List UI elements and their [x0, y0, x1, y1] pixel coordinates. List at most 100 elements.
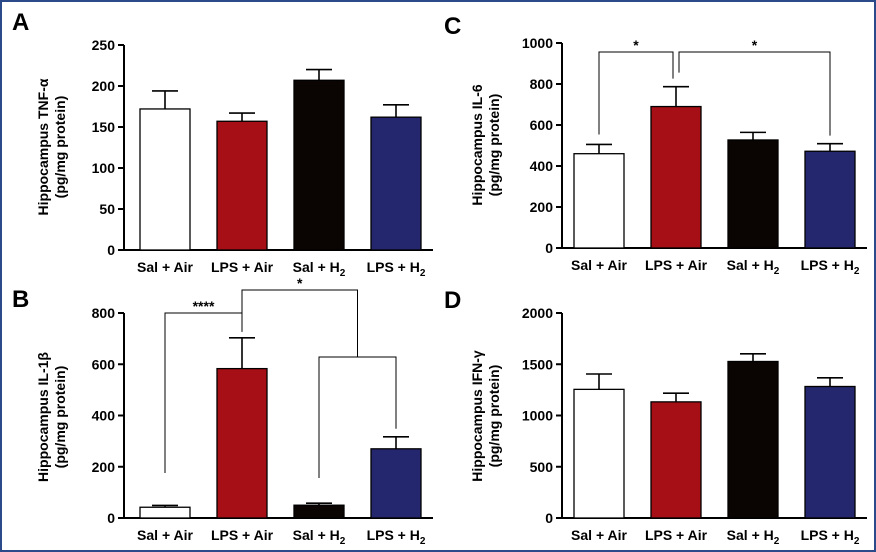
bar-4: [370, 448, 422, 519]
bar-3: [293, 504, 345, 519]
x-tick-label-subscript: 2: [420, 536, 426, 547]
y-tick-label: 1500: [522, 356, 553, 372]
y-tick-label: 1000: [522, 408, 553, 424]
x-tick-label: LPS + Air: [211, 259, 274, 275]
x-tick-label: Sal + Air: [571, 257, 627, 273]
y-axis-label-line1: Hippocampus TNF-α: [35, 78, 51, 215]
y-tick-label: 50: [99, 201, 115, 217]
x-tick-label-main: LPS + Air: [645, 257, 708, 273]
chart-panel-a: A Hippocampus TNF-α(pg/mg protein) 0 50 100 1…: [12, 9, 433, 279]
x-tick-label: LPS + Air: [645, 257, 708, 273]
bar-2: [216, 120, 268, 251]
x-tick-label-main: LPS + Air: [645, 527, 708, 543]
x-tick-label-main: Sal + Air: [137, 259, 193, 275]
significance-bracket: [164, 312, 243, 473]
x-tick-label-main: Sal + Air: [571, 257, 627, 273]
y-tick-label: 500: [530, 459, 554, 475]
x-tick-label-subscript: 2: [774, 266, 780, 277]
x-tick-label: LPS + Air: [645, 527, 708, 543]
panel-label: A: [12, 9, 29, 36]
y-tick-label: 200: [92, 459, 116, 475]
bar-3: [727, 139, 779, 249]
x-tick-label-subscript: 2: [420, 268, 426, 279]
x-tick-label: Sal + Air: [137, 527, 193, 543]
panel-label: B: [12, 286, 29, 313]
y-tick-label: 0: [545, 240, 553, 256]
significance-label: ****: [193, 298, 215, 314]
x-tick-label-main: LPS + H: [801, 257, 854, 273]
y-tick-label: 0: [545, 510, 553, 526]
y-axis-label-line1: Hippocampus IL-6: [469, 84, 485, 206]
y-axis-label-line2: (pg/mg protein): [486, 365, 502, 468]
y-axis-label-line1: Hippocampus IL-1β: [35, 352, 51, 482]
bar-1: [573, 388, 625, 519]
x-tick-label-main: Sal + Air: [571, 527, 627, 543]
x-tick-label: Sal + H2: [293, 259, 346, 279]
bar-1: [573, 153, 625, 249]
x-tick-label: LPS + H2: [801, 527, 860, 547]
x-tick-label-subscript: 2: [854, 536, 860, 547]
y-tick-label: 600: [92, 356, 116, 372]
x-tick-label: LPS + H2: [367, 259, 426, 279]
significance-label: *: [752, 37, 758, 53]
y-axis-label: Hippocampus IFN-γ(pg/mg protein): [469, 350, 502, 482]
x-tick-label: Sal + H2: [293, 527, 346, 547]
x-tick-label: LPS + H2: [367, 527, 426, 547]
x-tick-label-subscript: 2: [340, 536, 346, 547]
x-tick-label-main: Sal + H: [293, 527, 340, 543]
panel-label: C: [444, 13, 461, 40]
y-tick-label: 600: [530, 117, 554, 133]
significance-bracket: [598, 51, 674, 135]
y-axis-label: Hippocampus TNF-α(pg/mg protein): [35, 78, 68, 215]
bar-2: [650, 105, 702, 249]
panel-label: D: [444, 287, 461, 314]
chart-panel-d: D Hippocampus IFN-γ(pg/mg protein) 0 500 100…: [444, 287, 867, 547]
bar-1: [139, 108, 191, 251]
bar-4: [804, 385, 856, 519]
chart-panel-b: B Hippocampus IL-1β(pg/mg protein) 0 200 400…: [12, 275, 433, 547]
x-tick-label-subscript: 2: [340, 268, 346, 279]
y-tick-label: 400: [530, 158, 554, 174]
x-tick-label-main: Sal + H: [727, 257, 774, 273]
x-tick-label-main: LPS + Air: [211, 259, 274, 275]
y-tick-label: 400: [92, 408, 116, 424]
x-tick-label-subscript: 2: [774, 536, 780, 547]
y-tick-label: 200: [92, 78, 116, 94]
bar-4: [370, 116, 422, 251]
y-tick-label: 100: [92, 160, 116, 176]
x-tick-label-main: Sal + H: [293, 259, 340, 275]
y-axis-label-line1: Hippocampus IFN-γ: [469, 350, 485, 482]
x-tick-label: Sal + Air: [137, 259, 193, 275]
x-tick-label-subscript: 2: [854, 266, 860, 277]
x-tick-label: LPS + H2: [801, 257, 860, 277]
x-tick-label-main: Sal + H: [727, 527, 774, 543]
x-tick-label-main: LPS + Air: [211, 527, 274, 543]
y-axis-label-line2: (pg/mg protein): [52, 366, 68, 469]
bar-1: [139, 506, 191, 519]
bar-3: [293, 79, 345, 251]
significance-label: *: [297, 275, 303, 291]
y-tick-label: 800: [92, 305, 116, 321]
y-axis-label: Hippocampus IL-1β(pg/mg protein): [35, 352, 68, 482]
y-tick-label: 1000: [522, 35, 553, 51]
bar-2: [216, 367, 268, 519]
x-tick-label-main: LPS + H: [801, 527, 854, 543]
y-tick-label: 0: [107, 510, 115, 526]
y-axis-label-line2: (pg/mg protein): [486, 94, 502, 197]
y-tick-label: 250: [92, 37, 116, 53]
x-tick-label-main: LPS + H: [367, 527, 420, 543]
significance-bracket: [241, 289, 358, 357]
x-tick-label: Sal + Air: [571, 527, 627, 543]
x-tick-label-main: LPS + H: [367, 259, 420, 275]
y-axis-label-line2: (pg/mg protein): [52, 96, 68, 199]
significance-label: *: [633, 37, 639, 53]
bar-2: [650, 401, 702, 519]
bar-4: [804, 150, 856, 249]
significance-bracket: [678, 51, 831, 136]
y-tick-label: 800: [530, 76, 554, 92]
x-tick-label: Sal + H2: [727, 527, 780, 547]
y-tick-label: 0: [107, 242, 115, 258]
y-tick-label: 150: [92, 119, 116, 135]
